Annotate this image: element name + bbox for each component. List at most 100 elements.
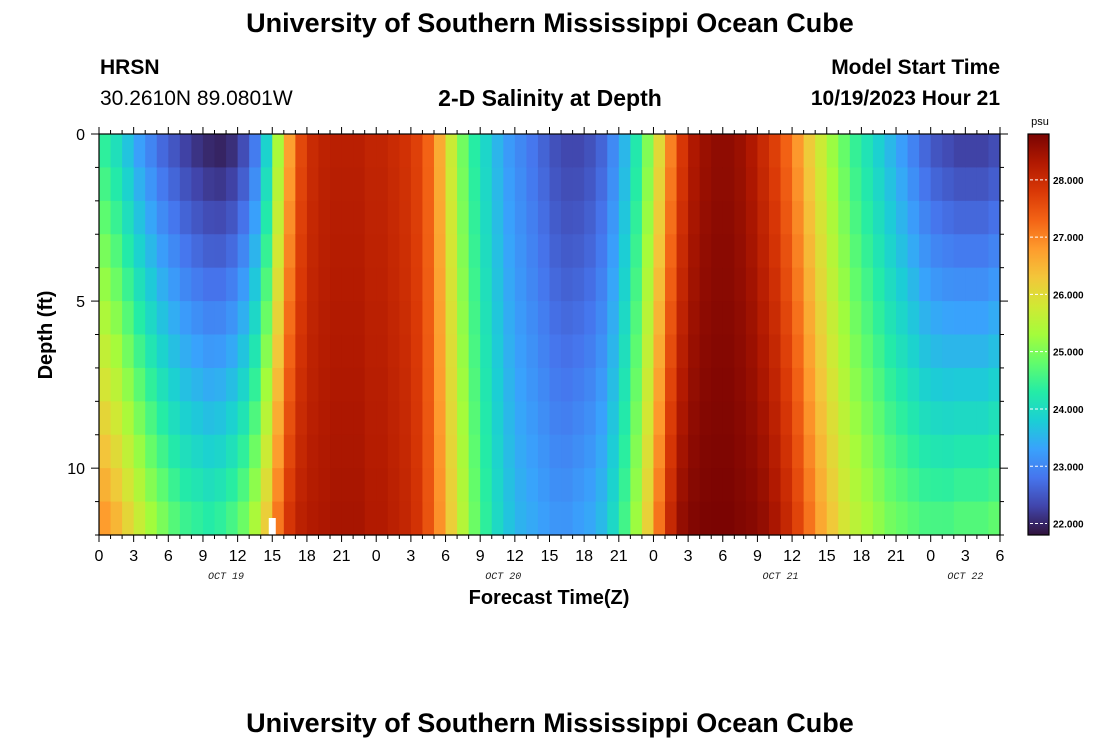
heatmap-cell: [907, 501, 920, 536]
heatmap-cell: [480, 434, 493, 469]
x-tick-label: 9: [476, 548, 485, 565]
heatmap-cell: [815, 167, 828, 202]
heatmap-cell: [896, 301, 909, 336]
heatmap-cell: [295, 434, 308, 469]
heatmap-cell: [665, 267, 678, 302]
heatmap-cell: [780, 200, 793, 235]
heatmap-cell: [688, 234, 701, 269]
heatmap-cell: [179, 234, 193, 269]
heatmap-cell: [884, 468, 897, 503]
heatmap-cell: [422, 134, 435, 169]
heatmap-cell: [849, 367, 862, 402]
heatmap-cell: [815, 501, 828, 536]
heatmap-cell: [179, 134, 193, 169]
heatmap-cell: [942, 401, 955, 436]
heatmap-cell: [699, 200, 712, 235]
heatmap-cell: [537, 167, 551, 202]
heatmap-cell: [399, 501, 412, 536]
heatmap-cell: [503, 301, 516, 336]
x-tick-label: 9: [199, 548, 208, 565]
heatmap-cell: [410, 234, 424, 269]
heatmap-cell: [676, 468, 689, 503]
heatmap-cell: [480, 134, 493, 169]
heatmap-cell: [965, 301, 978, 336]
heatmap-cell: [595, 468, 608, 503]
heatmap-cell: [803, 200, 816, 235]
heatmap-cell: [872, 468, 886, 503]
heatmap-cell: [722, 200, 735, 235]
heatmap-cell: [295, 134, 308, 169]
heatmap-cell: [572, 367, 585, 402]
heatmap-cell: [537, 468, 551, 503]
heatmap-cell: [930, 468, 943, 503]
heatmap-cell: [526, 367, 539, 402]
heatmap-cell: [376, 468, 389, 503]
heatmap-cell: [226, 167, 239, 202]
heatmap-cell: [896, 434, 909, 469]
heatmap-cell: [734, 367, 747, 402]
heatmap-cell: [283, 301, 296, 336]
heatmap-cell: [410, 167, 424, 202]
heatmap-cell: [133, 367, 146, 402]
heatmap-cell: [191, 301, 204, 336]
heatmap-cell: [433, 267, 447, 302]
heatmap-cell: [953, 501, 966, 536]
heatmap-cell: [445, 401, 458, 436]
heatmap-cell: [872, 501, 886, 536]
heatmap-cell: [584, 267, 597, 302]
heatmap-cell: [191, 434, 204, 469]
heatmap-cell: [133, 167, 146, 202]
heatmap-cell: [584, 434, 597, 469]
heatmap-cell: [468, 401, 481, 436]
heatmap-cell: [630, 334, 643, 369]
heatmap-cell: [491, 434, 504, 469]
heatmap-cell: [537, 301, 551, 336]
heatmap-cell: [734, 434, 747, 469]
heatmap-cell: [202, 267, 216, 302]
heatmap-cell: [815, 134, 828, 169]
heatmap-cell: [849, 234, 862, 269]
heatmap-cell: [295, 401, 308, 436]
heatmap-cell: [318, 501, 331, 536]
heatmap-cell: [988, 468, 1001, 503]
heatmap-cell: [202, 501, 216, 536]
heatmap-cell: [341, 234, 354, 269]
heatmap-cell: [399, 267, 412, 302]
heatmap-cell: [110, 267, 123, 302]
heatmap-cell: [688, 167, 701, 202]
heatmap-cell: [526, 167, 539, 202]
heatmap-cell: [884, 434, 897, 469]
heatmap-cell: [133, 401, 146, 436]
heatmap-cell: [884, 200, 897, 235]
heatmap-cell: [433, 367, 447, 402]
heatmap-cell: [942, 367, 955, 402]
heatmap-cell: [549, 401, 562, 436]
heatmap-cell: [179, 167, 193, 202]
heatmap-cell: [641, 267, 655, 302]
heatmap-cell: [896, 234, 909, 269]
heatmap-cell: [919, 301, 932, 336]
heatmap-cell: [353, 134, 366, 169]
x-tick-label: 15: [263, 548, 281, 565]
heatmap-cell: [526, 501, 539, 536]
heatmap-cell: [306, 267, 320, 302]
heatmap-cell: [214, 401, 227, 436]
heatmap-cell: [884, 301, 897, 336]
heatmap-cell: [607, 301, 620, 336]
heatmap-cell: [665, 301, 678, 336]
heatmap-cell: [433, 501, 447, 536]
heatmap-cell: [214, 334, 227, 369]
heatmap-cell: [272, 200, 285, 235]
heatmap-cell: [792, 134, 805, 169]
heatmap-cell: [272, 367, 285, 402]
heatmap-cell: [295, 200, 308, 235]
x-axis: 0 3 6 9 12 15 18 21 0 3 6 9 12 15 18 21 0 3 6 9 12 15 18 21 0 3 6 O…: [95, 127, 1005, 583]
heatmap-cell: [734, 501, 747, 536]
heatmap-cell: [549, 134, 562, 169]
heatmap-cell: [711, 301, 724, 336]
heatmap-cell: [942, 167, 955, 202]
heatmap-cell: [422, 301, 435, 336]
heatmap-cell: [376, 267, 389, 302]
x-tick-label: 12: [229, 548, 247, 565]
heatmap-cell: [838, 267, 851, 302]
